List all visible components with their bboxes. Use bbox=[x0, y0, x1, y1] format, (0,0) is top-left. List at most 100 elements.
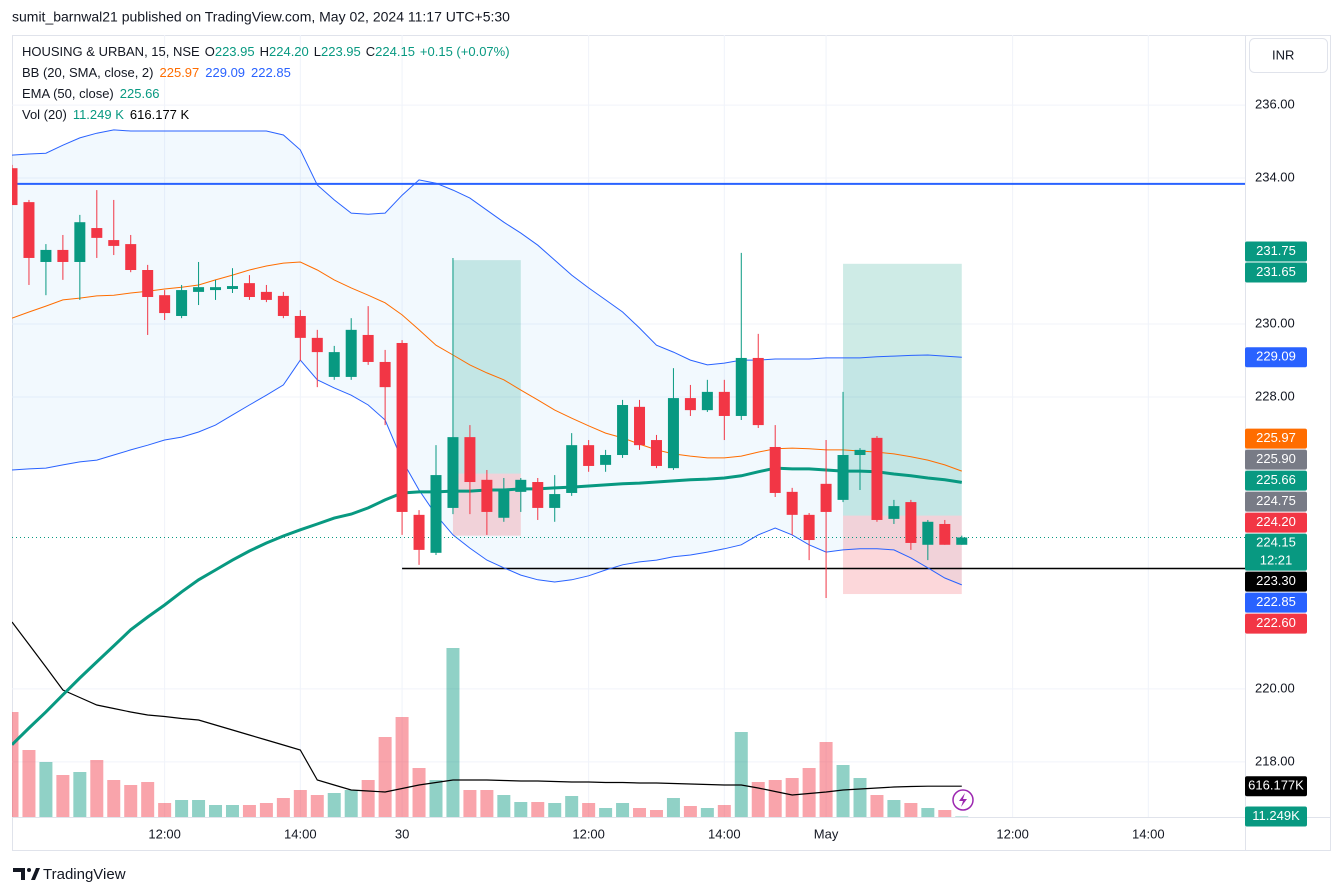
legend-text: EMA (50, close) bbox=[22, 86, 114, 101]
brand-name: TradingView bbox=[43, 866, 126, 883]
price-badge: 231.65 bbox=[1245, 262, 1307, 283]
volume-bar bbox=[955, 816, 969, 817]
candle-body bbox=[108, 240, 120, 246]
currency-button[interactable] bbox=[1249, 38, 1328, 73]
candle-body bbox=[634, 406, 646, 446]
logo-dot bbox=[27, 868, 31, 872]
candle-body bbox=[786, 491, 798, 515]
candle-body bbox=[176, 290, 188, 316]
legend-text: 224.20 bbox=[269, 44, 309, 59]
currency-label[interactable]: INR bbox=[1272, 47, 1294, 62]
volume-bar bbox=[480, 790, 494, 817]
candle-body bbox=[650, 440, 662, 466]
candle-body bbox=[752, 357, 764, 426]
candle-body bbox=[74, 222, 86, 262]
legend-text: C bbox=[366, 44, 375, 59]
candle-body bbox=[396, 342, 408, 512]
y-tick-label: 220.00 bbox=[1255, 680, 1295, 695]
candle-body bbox=[142, 270, 154, 298]
candle-body bbox=[532, 482, 544, 508]
volume-bar bbox=[938, 810, 952, 817]
plot-area bbox=[12, 129, 1245, 817]
volume-bar bbox=[446, 648, 460, 817]
volume-bar bbox=[141, 782, 155, 817]
attribution: sumit_barnwal21 published on TradingView… bbox=[12, 9, 510, 25]
price-badge-label: 231.75 bbox=[1256, 243, 1296, 258]
price-badge-label: 231.65 bbox=[1256, 264, 1296, 279]
y-tick-label: 236.00 bbox=[1255, 97, 1295, 112]
x-tick-label: 12:00 bbox=[572, 826, 605, 841]
volume-bar bbox=[56, 775, 70, 817]
candle-body bbox=[159, 295, 171, 314]
price-badge: 224.20 bbox=[1245, 512, 1307, 533]
candle-body bbox=[12, 168, 18, 206]
replay-icon[interactable] bbox=[952, 789, 974, 811]
price-badge-box bbox=[1245, 241, 1307, 262]
legend-text: 225.97 bbox=[160, 65, 200, 80]
candle-body bbox=[769, 446, 781, 493]
x-tick-label: 12:00 bbox=[148, 826, 181, 841]
volume-bar bbox=[429, 780, 443, 817]
x-tick-label: 14:00 bbox=[1132, 826, 1165, 841]
volume-bar bbox=[666, 798, 680, 817]
price-badge: 225.97 bbox=[1245, 428, 1307, 449]
candle-body bbox=[311, 337, 323, 353]
price-badge-label: 225.97 bbox=[1256, 430, 1296, 445]
candle-body bbox=[125, 244, 137, 271]
volume-bar bbox=[412, 768, 426, 817]
candle-body bbox=[379, 361, 391, 388]
candle-body bbox=[549, 494, 561, 508]
y-tick-label: 218.00 bbox=[1255, 753, 1295, 768]
legend-text: BB (20, SMA, close, 2) bbox=[22, 65, 154, 80]
price-badge: 616.177K bbox=[1245, 776, 1307, 797]
y-tick-label: 230.00 bbox=[1255, 315, 1295, 330]
bb-line bbox=[12, 261, 962, 472]
volume-bar bbox=[276, 798, 290, 817]
candle-body bbox=[481, 479, 493, 512]
candle-body bbox=[226, 286, 238, 289]
candle-body bbox=[362, 334, 374, 362]
volume-bar bbox=[887, 800, 901, 817]
candle-body bbox=[498, 490, 510, 518]
volume-bar bbox=[22, 750, 36, 817]
candle-body bbox=[210, 287, 222, 291]
volume-bar bbox=[531, 802, 545, 817]
x-tick-label: 14:00 bbox=[708, 826, 741, 841]
price-badge: 222.60 bbox=[1245, 613, 1307, 634]
candle-body bbox=[260, 291, 272, 300]
volume-bar bbox=[904, 803, 918, 817]
volume-bar bbox=[39, 762, 53, 817]
volume-bar bbox=[514, 802, 528, 817]
volume-bar bbox=[582, 803, 596, 817]
grid bbox=[12, 35, 1245, 817]
volume-bar bbox=[599, 808, 613, 817]
candle-body bbox=[888, 506, 900, 519]
candle-body bbox=[684, 398, 696, 411]
volume-bar bbox=[548, 803, 562, 817]
candle-body bbox=[40, 249, 52, 262]
volume-bar bbox=[293, 790, 307, 817]
price-badge-box bbox=[1245, 592, 1307, 613]
volume-bar bbox=[870, 795, 884, 817]
volume-bar bbox=[124, 785, 138, 817]
candle-body bbox=[854, 449, 866, 456]
candle-body bbox=[837, 455, 849, 500]
candle-body bbox=[600, 455, 612, 465]
candle-body bbox=[718, 391, 730, 416]
candle-body bbox=[905, 502, 917, 543]
price-badge-box bbox=[1245, 347, 1307, 368]
price-badge-label: 222.60 bbox=[1256, 615, 1296, 630]
legend-text: L bbox=[314, 44, 321, 59]
candle-body bbox=[617, 405, 629, 456]
logo-v bbox=[31, 868, 40, 880]
y-tick-label: 228.00 bbox=[1255, 388, 1295, 403]
position-target-zone bbox=[452, 260, 521, 474]
volume-bar bbox=[768, 780, 782, 817]
volume-bar bbox=[836, 765, 850, 817]
price-badge-label: 225.66 bbox=[1256, 472, 1296, 487]
price-badge-box bbox=[1245, 449, 1307, 470]
volume-bar bbox=[819, 742, 833, 817]
candle-body bbox=[430, 475, 442, 553]
bb-line bbox=[12, 129, 962, 366]
x-tick-label: 12:00 bbox=[996, 826, 1029, 841]
